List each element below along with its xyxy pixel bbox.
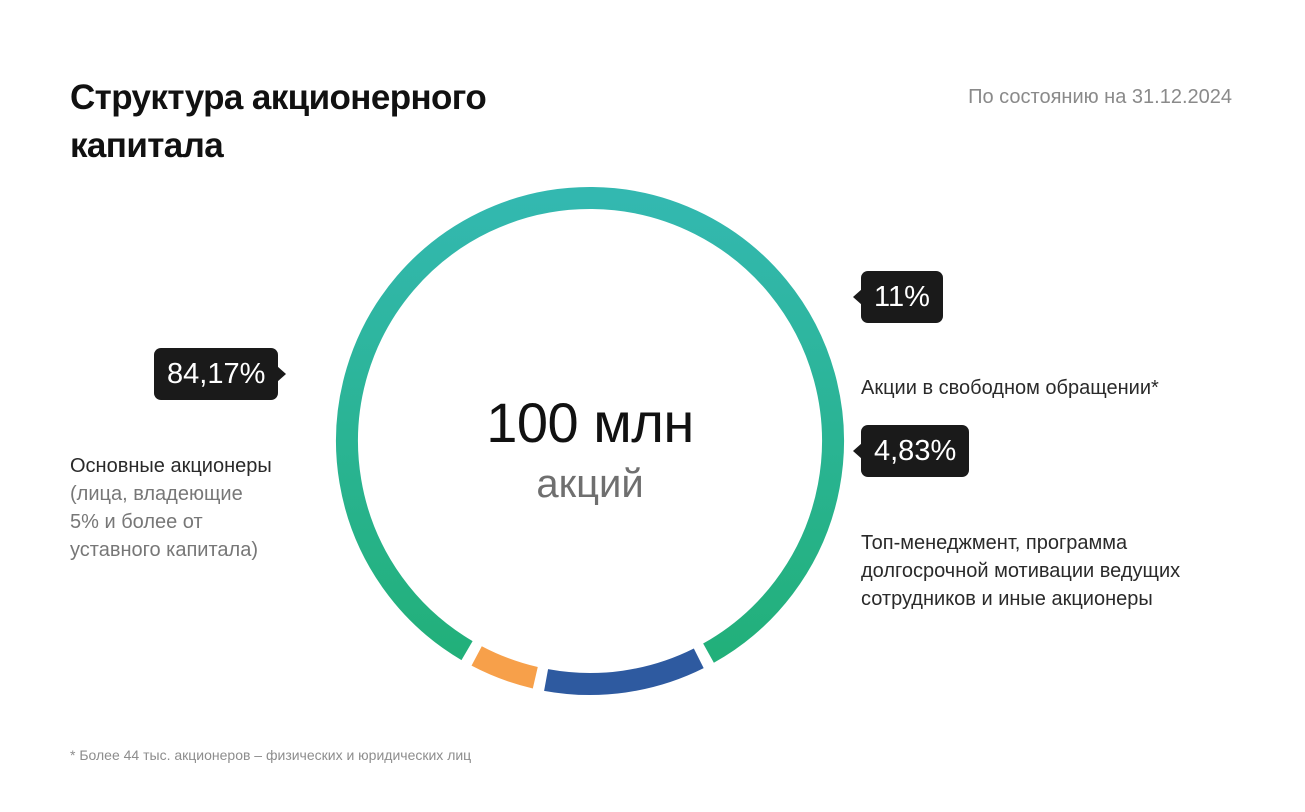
management-arc bbox=[471, 646, 538, 689]
management-line-2: долгосрочной мотивации ведущих bbox=[861, 560, 1181, 582]
footnote: * Более 44 тыс. акционеров – физических … bbox=[70, 747, 472, 763]
management-pct-badge: 4,83% bbox=[852, 425, 970, 477]
major-shareholders-desc-3: уставного капитала) bbox=[70, 539, 258, 561]
major-shareholders-pct-badge: 84,17% bbox=[154, 348, 287, 400]
page-title: Структура акционерного капитала bbox=[70, 78, 487, 165]
major-shareholders-desc-1: (лица, владеющие bbox=[70, 483, 243, 505]
total-shares-value: 100 млн bbox=[486, 391, 694, 454]
management-line-3: сотрудников и иные акционеры bbox=[861, 588, 1153, 610]
management-line-1: Топ-менеджмент, программа bbox=[861, 532, 1128, 554]
major-shareholders-label: Основные акционеры (лица, владеющие 5% и… bbox=[70, 452, 272, 564]
free-float-pct-badge: 11% bbox=[853, 271, 943, 323]
major-shareholders-title: Основные акционеры bbox=[70, 455, 272, 477]
free-float-arc bbox=[544, 648, 704, 695]
total-shares-unit: акций bbox=[536, 462, 644, 506]
major-shareholders-desc-2: 5% и более от bbox=[70, 511, 203, 533]
management-label: Топ-менеджмент, программа долгосрочной м… bbox=[861, 529, 1180, 613]
major-shareholders-arc bbox=[336, 187, 844, 663]
free-float-text: Акции в свободном обращении* bbox=[861, 377, 1159, 399]
as-of-date: По состоянию на 31.12.2024 bbox=[968, 86, 1232, 108]
free-float-label: Акции в свободном обращении* bbox=[861, 374, 1159, 402]
